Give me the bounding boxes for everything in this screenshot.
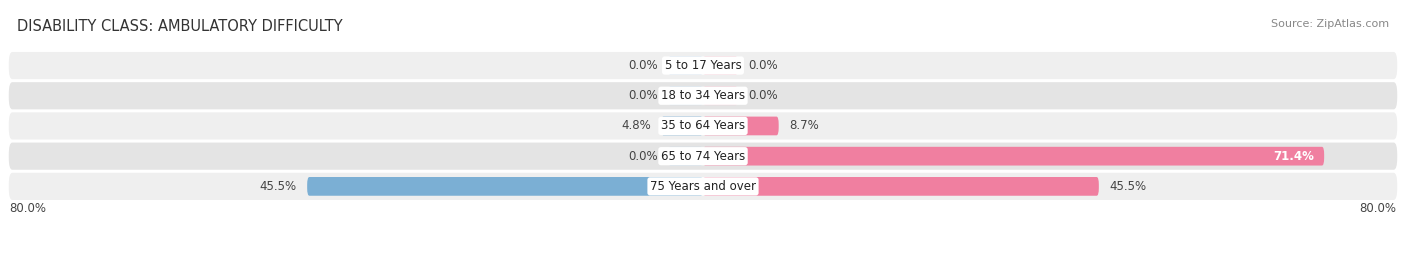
Text: 0.0%: 0.0% <box>628 59 658 72</box>
FancyBboxPatch shape <box>703 86 738 105</box>
Text: 8.7%: 8.7% <box>789 120 818 132</box>
Text: 45.5%: 45.5% <box>1109 180 1146 193</box>
Text: 5 to 17 Years: 5 to 17 Years <box>665 59 741 72</box>
Text: DISABILITY CLASS: AMBULATORY DIFFICULTY: DISABILITY CLASS: AMBULATORY DIFFICULTY <box>17 19 343 34</box>
Text: 45.5%: 45.5% <box>260 180 297 193</box>
Text: 0.0%: 0.0% <box>628 89 658 102</box>
Text: 65 to 74 Years: 65 to 74 Years <box>661 150 745 163</box>
Text: 71.4%: 71.4% <box>1272 150 1313 163</box>
Text: 0.0%: 0.0% <box>748 89 778 102</box>
Text: 80.0%: 80.0% <box>1360 202 1396 215</box>
Text: 4.8%: 4.8% <box>621 120 651 132</box>
Text: 0.0%: 0.0% <box>628 150 658 163</box>
FancyBboxPatch shape <box>8 112 1398 140</box>
FancyBboxPatch shape <box>703 177 1099 196</box>
Text: 75 Years and over: 75 Years and over <box>650 180 756 193</box>
Text: 80.0%: 80.0% <box>10 202 46 215</box>
FancyBboxPatch shape <box>8 82 1398 109</box>
FancyBboxPatch shape <box>668 56 703 75</box>
Text: 18 to 34 Years: 18 to 34 Years <box>661 89 745 102</box>
FancyBboxPatch shape <box>703 56 738 75</box>
FancyBboxPatch shape <box>8 143 1398 170</box>
FancyBboxPatch shape <box>661 117 703 135</box>
FancyBboxPatch shape <box>668 147 703 166</box>
FancyBboxPatch shape <box>307 177 703 196</box>
FancyBboxPatch shape <box>703 147 1324 166</box>
FancyBboxPatch shape <box>668 86 703 105</box>
Text: 0.0%: 0.0% <box>748 59 778 72</box>
Text: Source: ZipAtlas.com: Source: ZipAtlas.com <box>1271 19 1389 29</box>
FancyBboxPatch shape <box>8 52 1398 79</box>
FancyBboxPatch shape <box>703 117 779 135</box>
Legend: Male, Female: Male, Female <box>641 267 765 268</box>
FancyBboxPatch shape <box>8 173 1398 200</box>
Text: 35 to 64 Years: 35 to 64 Years <box>661 120 745 132</box>
